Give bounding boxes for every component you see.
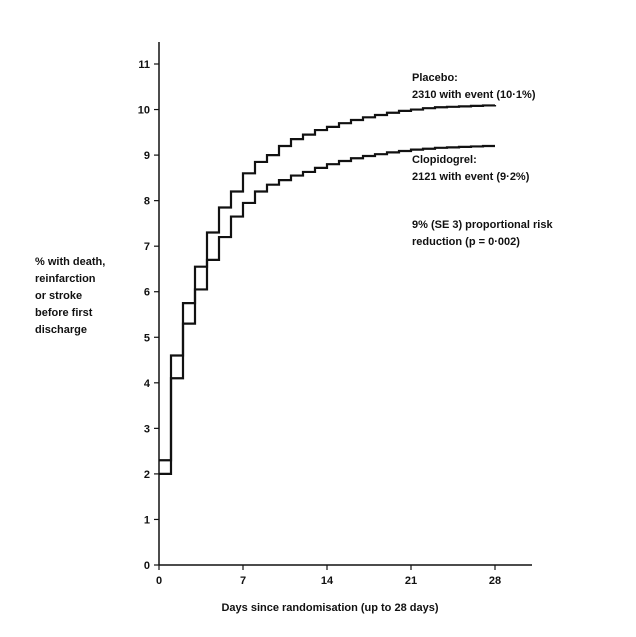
y-axis-title-line: before first	[35, 307, 93, 319]
series-group	[159, 104, 497, 476]
y-tick-label: 2	[144, 469, 150, 481]
x-axis-title: Days since randomisation (up to 28 days)	[221, 602, 438, 614]
x-tick-label: 28	[489, 575, 501, 587]
series-line-placebo	[159, 104, 497, 462]
annotations: Placebo: 2310 with event (10·1%) Clopidogr…	[412, 72, 553, 248]
x-tick-label: 0	[156, 575, 162, 587]
y-tick-label: 0	[144, 560, 150, 572]
annotation-line: 9% (SE 3) proportional risk	[412, 219, 553, 231]
annotation-line: 2310 with event (10·1%)	[412, 89, 536, 101]
y-tick-label: 10	[138, 105, 150, 117]
y-tick-label: 1	[144, 514, 150, 526]
y-tick-label: 7	[144, 241, 150, 253]
series-line-clopidogrel	[159, 144, 495, 476]
y-axis-title-line: or stroke	[35, 290, 82, 302]
x-tick-label: 7	[240, 575, 246, 587]
y-axis-title: % with death, reinfarction or stroke before…	[35, 256, 105, 336]
y-tick-label: 8	[144, 196, 150, 208]
annotation-line: 2121 with event (9·2%)	[412, 171, 530, 183]
y-tick-label: 11	[138, 59, 150, 71]
y-tick-label: 5	[144, 332, 150, 344]
annotation-line: Placebo:	[412, 72, 458, 84]
y-tick-label: 3	[144, 423, 150, 435]
x-tick-label: 21	[405, 575, 417, 587]
y-tick-label: 9	[144, 150, 150, 162]
x-tick-label: 14	[321, 575, 334, 587]
annotation-line: reduction (p = 0·002)	[412, 236, 520, 248]
y-tick-label: 4	[144, 378, 151, 390]
y-tick-label: 6	[144, 287, 150, 299]
axes: 0 1 2 3 4 5 6 7 8 9 10 11 0 7 14 21 28	[138, 42, 532, 587]
annotation-line: Clopidogrel:	[412, 154, 477, 166]
y-axis-title-line: discharge	[35, 324, 87, 336]
y-axis-title-line: % with death,	[35, 256, 105, 268]
y-axis-title-line: reinfarction	[35, 273, 96, 285]
